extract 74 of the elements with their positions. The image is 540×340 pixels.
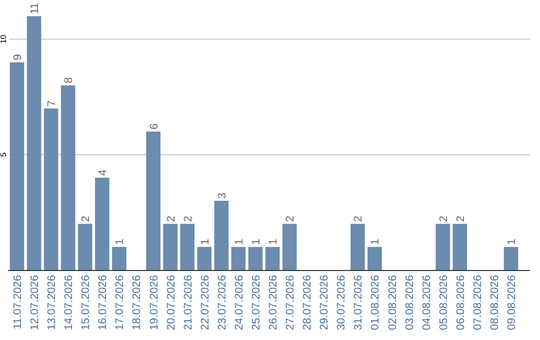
x-tick-label: 27.07.2026	[284, 275, 297, 330]
data-label: 2	[284, 216, 297, 222]
bar	[248, 246, 263, 270]
data-label: 2	[80, 216, 92, 222]
data-label: 1	[268, 238, 280, 245]
bar	[112, 246, 126, 270]
bar	[436, 224, 450, 270]
bar	[452, 224, 468, 270]
x-tick-label: 31.07.2026	[352, 275, 365, 330]
data-label: 9	[12, 54, 24, 60]
y-tick-label: 10	[0, 34, 8, 44]
bar	[78, 224, 92, 270]
x-tick-label: 02.08.2026	[386, 275, 399, 330]
bar	[60, 85, 76, 270]
x-tick-label: 15.07.2026	[80, 275, 92, 330]
bar	[350, 224, 365, 270]
y-tick-label: 5	[0, 152, 8, 157]
x-tick-label: 12.07.2026	[29, 275, 42, 330]
data-label: 8	[63, 77, 76, 84]
bar	[95, 178, 110, 270]
data-label: 2	[438, 216, 450, 222]
bar	[10, 62, 24, 270]
data-label: 1	[250, 238, 262, 245]
data-label: 1	[114, 238, 126, 245]
x-tick-label: 05.08.2026	[438, 275, 450, 330]
x-tick-label: 28.07.2026	[302, 275, 314, 330]
bar	[504, 246, 518, 270]
bar	[231, 246, 246, 270]
x-tick-label: 17.07.2026	[114, 275, 126, 330]
data-label: 6	[148, 123, 160, 130]
bar	[26, 16, 42, 270]
x-tick-label: 04.08.2026	[420, 275, 433, 330]
data-label: 3	[216, 192, 228, 199]
x-tick-label: 16.07.2026	[97, 275, 110, 330]
bar	[146, 132, 160, 270]
data-label: 1	[233, 238, 246, 245]
data-label: 2	[454, 216, 467, 222]
x-tick-label: 01.08.2026	[370, 275, 382, 330]
x-tick-label: 03.08.2026	[404, 275, 416, 330]
x-tick-label: 22.07.2026	[199, 275, 212, 330]
x-tick-label: 18.07.2026	[131, 275, 144, 330]
bar	[265, 246, 280, 270]
x-tick-label: 19.07.2026	[148, 275, 160, 330]
data-label: 1	[506, 238, 518, 245]
x-tick-label: 13.07.2026	[46, 275, 58, 330]
bar	[180, 224, 194, 270]
x-tick-label: 29.07.2026	[318, 275, 331, 330]
data-label: 1	[370, 238, 382, 245]
x-tick-label: 23.07.2026	[216, 275, 228, 330]
bar	[44, 108, 58, 270]
data-label: 1	[199, 238, 212, 245]
x-tick-label: 09.08.2026	[506, 275, 518, 330]
bar	[214, 200, 229, 270]
bar	[163, 224, 178, 270]
x-tick-label: 08.08.2026	[488, 275, 501, 330]
bar	[282, 224, 297, 270]
x-tick-label: 14.07.2026	[63, 275, 76, 330]
x-tick-label: 26.07.2026	[268, 275, 280, 330]
data-label: 2	[352, 216, 365, 222]
x-tick-label: 20.07.2026	[165, 275, 178, 330]
data-label: 11	[29, 2, 42, 14]
bar	[197, 246, 212, 270]
data-label: 7	[46, 100, 58, 106]
data-label: 4	[97, 170, 110, 176]
x-tick-label: 30.07.2026	[336, 275, 348, 330]
x-tick-label: 11.07.2026	[12, 275, 24, 330]
x-tick-label: 25.07.2026	[250, 275, 262, 330]
x-tick-label: 24.07.2026	[233, 275, 246, 330]
bar	[368, 246, 382, 270]
x-tick-label: 07.08.2026	[472, 275, 484, 330]
data-label: 2	[165, 216, 178, 222]
x-tick-label: 06.08.2026	[454, 275, 467, 330]
data-label: 2	[182, 216, 194, 222]
x-tick-label: 21.07.2026	[182, 275, 194, 330]
